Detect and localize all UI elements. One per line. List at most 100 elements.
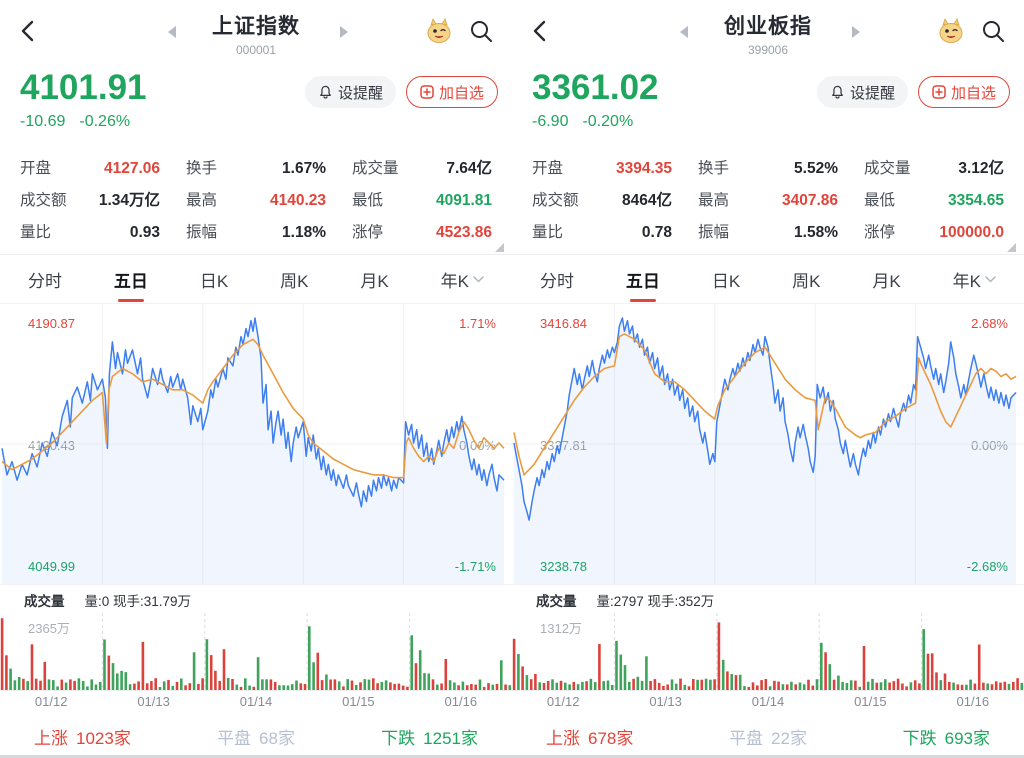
prev-index-icon[interactable] bbox=[168, 26, 176, 38]
stat-value: 4091.81 bbox=[435, 192, 492, 209]
stat-value: 7.64亿 bbox=[446, 160, 492, 177]
stat-label: 振幅 bbox=[186, 224, 218, 241]
decliners-count: 693家 bbox=[944, 728, 990, 748]
tab-月K[interactable]: 月K bbox=[358, 261, 390, 298]
price-change: -10.69 -0.26% bbox=[20, 113, 492, 131]
pct-axis-max: 1.71% bbox=[459, 316, 496, 331]
stat-label: 涨停 bbox=[864, 224, 896, 241]
tab-label: 日K bbox=[711, 271, 741, 291]
stat-label: 开盘 bbox=[20, 160, 52, 177]
stat-label: 换手 bbox=[698, 160, 730, 177]
x-axis-label: 01/15 bbox=[342, 694, 375, 709]
tab-label: 月K bbox=[872, 271, 901, 291]
stats-section: 开盘 4127.06 换手 1.67% 成交量 7.64亿 成交额 1.34万亿 最高 4140.… bbox=[0, 150, 512, 254]
y-axis-max: 4190.87 bbox=[28, 316, 75, 331]
stat-value: 0.78 bbox=[641, 224, 672, 241]
search-icon[interactable] bbox=[468, 18, 494, 44]
title-block: 上证指数 000001 bbox=[0, 10, 512, 57]
search-icon[interactable] bbox=[980, 18, 1006, 44]
stats-grid: 开盘 4127.06 换手 1.67% 成交量 7.64亿 成交额 1.34万亿 最高 4140.… bbox=[20, 156, 492, 246]
stat-cell: 最低 3354.65 bbox=[864, 188, 1004, 214]
next-index-icon[interactable] bbox=[852, 26, 860, 38]
expand-stats-icon[interactable] bbox=[495, 243, 504, 252]
volume-chart[interactable]: 2365万 bbox=[0, 613, 512, 691]
volume-title: 成交量 bbox=[24, 594, 65, 609]
back-icon[interactable] bbox=[528, 18, 554, 44]
stat-value: 3407.86 bbox=[781, 192, 838, 209]
unchanged-item[interactable]: 平盘 68家 bbox=[217, 724, 295, 749]
back-icon[interactable] bbox=[16, 18, 42, 44]
stat-label: 最高 bbox=[186, 192, 218, 209]
bell-icon bbox=[832, 85, 843, 99]
index-title: 创业板指 bbox=[724, 15, 812, 38]
tab-周K[interactable]: 周K bbox=[790, 261, 822, 298]
expand-stats-icon[interactable] bbox=[1007, 243, 1016, 252]
set-alert-button[interactable]: 设提醒 bbox=[304, 76, 396, 108]
decliners-item[interactable]: 下跌 693家 bbox=[903, 724, 990, 749]
tab-年K[interactable]: 年K bbox=[951, 261, 998, 298]
stat-cell: 换手 5.52% bbox=[698, 156, 838, 182]
unchanged-label: 平盘 bbox=[729, 728, 764, 748]
advancers-count: 678家 bbox=[588, 728, 634, 748]
stat-label: 量比 bbox=[532, 224, 564, 241]
stat-cell: 成交额 8464亿 bbox=[532, 188, 672, 214]
set-alert-button[interactable]: 设提醒 bbox=[816, 76, 908, 108]
tab-label: 分时 bbox=[540, 271, 574, 291]
price-chart[interactable]: 4190.87 1.71% 4120.43 0.00% 4049.99 -1.7… bbox=[0, 303, 512, 585]
add-watchlist-label: 加自选 bbox=[950, 84, 996, 102]
tab-五日[interactable]: 五日 bbox=[624, 261, 662, 298]
stat-cell: 最高 3407.86 bbox=[698, 188, 838, 214]
tab-分时[interactable]: 分时 bbox=[26, 261, 64, 298]
stat-cell: 涨停 4523.86 bbox=[352, 220, 492, 246]
tab-月K[interactable]: 月K bbox=[870, 261, 902, 298]
stats-section: 开盘 3394.35 换手 5.52% 成交量 3.12亿 成交额 8464亿 最高 3407.8… bbox=[512, 150, 1024, 254]
stat-value: 8464亿 bbox=[622, 192, 672, 209]
stat-cell: 成交量 7.64亿 bbox=[352, 156, 492, 182]
decliners-item[interactable]: 下跌 1251家 bbox=[381, 724, 478, 749]
y-axis-min: 3238.78 bbox=[540, 559, 587, 574]
chevron-down-icon bbox=[985, 275, 996, 283]
tab-日K[interactable]: 日K bbox=[198, 261, 230, 298]
advancers-item[interactable]: 上涨 1023家 bbox=[34, 724, 131, 749]
pct-axis-mid: 0.00% bbox=[971, 438, 1008, 453]
quote-section: 3361.02 -6.90 -0.20% 设提醒 加自选 bbox=[512, 62, 1024, 150]
advancers-label: 上涨 bbox=[546, 728, 580, 748]
add-watchlist-button[interactable]: 加自选 bbox=[917, 76, 1010, 108]
volume-chart[interactable]: 1312万 bbox=[512, 613, 1024, 691]
unchanged-label: 平盘 bbox=[217, 728, 252, 748]
mascot-icon[interactable] bbox=[424, 16, 454, 46]
x-axis-label: 01/12 bbox=[546, 694, 580, 709]
tab-年K[interactable]: 年K bbox=[439, 261, 486, 298]
market-breadth: 上涨 678家 平盘 22家 下跌 693家 bbox=[512, 713, 1024, 755]
tab-分时[interactable]: 分时 bbox=[538, 261, 576, 298]
tab-label: 周K bbox=[280, 271, 309, 291]
volume-bars-svg bbox=[512, 613, 1024, 691]
add-watchlist-button[interactable]: 加自选 bbox=[405, 76, 498, 108]
tab-周K[interactable]: 周K bbox=[278, 261, 310, 298]
stat-value: 4140.23 bbox=[269, 192, 326, 209]
stat-label: 换手 bbox=[186, 160, 218, 177]
volume-title: 成交量 bbox=[536, 594, 577, 609]
unchanged-item[interactable]: 平盘 22家 bbox=[729, 724, 807, 749]
stat-cell: 成交量 3.12亿 bbox=[864, 156, 1004, 182]
volume-max-label: 2365万 bbox=[28, 621, 70, 636]
price-chart[interactable]: 3416.84 2.68% 3327.81 0.00% 3238.78 -2.6… bbox=[512, 303, 1024, 585]
pct-axis-min: -2.68% bbox=[966, 559, 1008, 574]
next-index-icon[interactable] bbox=[340, 26, 348, 38]
chevron-down-icon bbox=[473, 275, 484, 283]
volume-info: 量:0 现手:31.79万 bbox=[84, 594, 192, 609]
x-axis-label: 01/14 bbox=[751, 694, 785, 709]
tab-日K[interactable]: 日K bbox=[710, 261, 742, 298]
add-box-icon bbox=[932, 85, 946, 99]
stat-label: 开盘 bbox=[532, 160, 564, 177]
x-axis-label: 01/15 bbox=[854, 694, 887, 709]
advancers-item[interactable]: 上涨 678家 bbox=[546, 724, 633, 749]
prev-index-icon[interactable] bbox=[680, 26, 688, 38]
x-axis-label: 01/13 bbox=[137, 694, 170, 709]
mascot-icon[interactable] bbox=[936, 16, 966, 46]
stat-value: 4523.86 bbox=[435, 224, 492, 241]
stat-label: 成交量 bbox=[864, 160, 911, 177]
tab-五日[interactable]: 五日 bbox=[112, 261, 150, 298]
period-tabs: 分时 五日 日K 周K 月K 年K bbox=[0, 255, 512, 303]
decliners-label: 下跌 bbox=[902, 728, 937, 748]
